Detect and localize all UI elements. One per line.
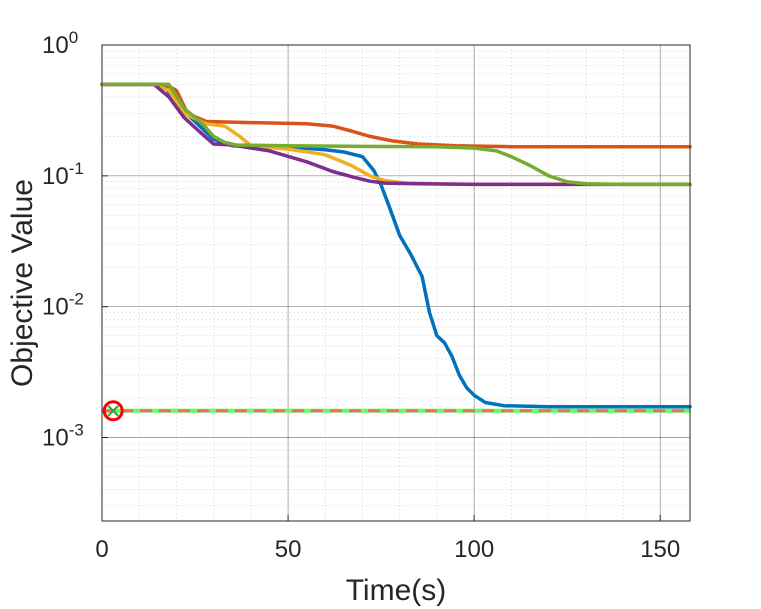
x-tick-label: 0	[95, 536, 108, 563]
y-tick-label: 10-2	[42, 290, 84, 321]
x-tick-label: 100	[454, 536, 494, 563]
x-tick-labels: 0 50 100 150	[95, 515, 680, 563]
minor-grid	[102, 45, 690, 521]
series-line-5	[100, 82, 692, 187]
x-axis-label: Time(s)	[346, 574, 447, 607]
series-line-4	[100, 82, 692, 187]
y-tick-label: 10-3	[42, 420, 84, 451]
x-tick-label: 50	[275, 536, 302, 563]
y-tick-label: 10-1	[42, 159, 84, 190]
optimum-marker-circle	[102, 400, 124, 422]
optimum-marker-group	[102, 400, 124, 422]
series-line-1	[100, 82, 692, 409]
y-tick-label: 100	[42, 28, 78, 59]
y-axis-label: Objective Value	[6, 179, 39, 387]
plot-frame	[101, 44, 691, 522]
series-line-2	[100, 82, 692, 149]
series-lines	[100, 82, 692, 409]
x-tick-label: 150	[640, 536, 680, 563]
optimum-marker-cross	[107, 405, 119, 417]
y-tick-labels: 10-3 10-2 10-1 100	[42, 28, 108, 451]
